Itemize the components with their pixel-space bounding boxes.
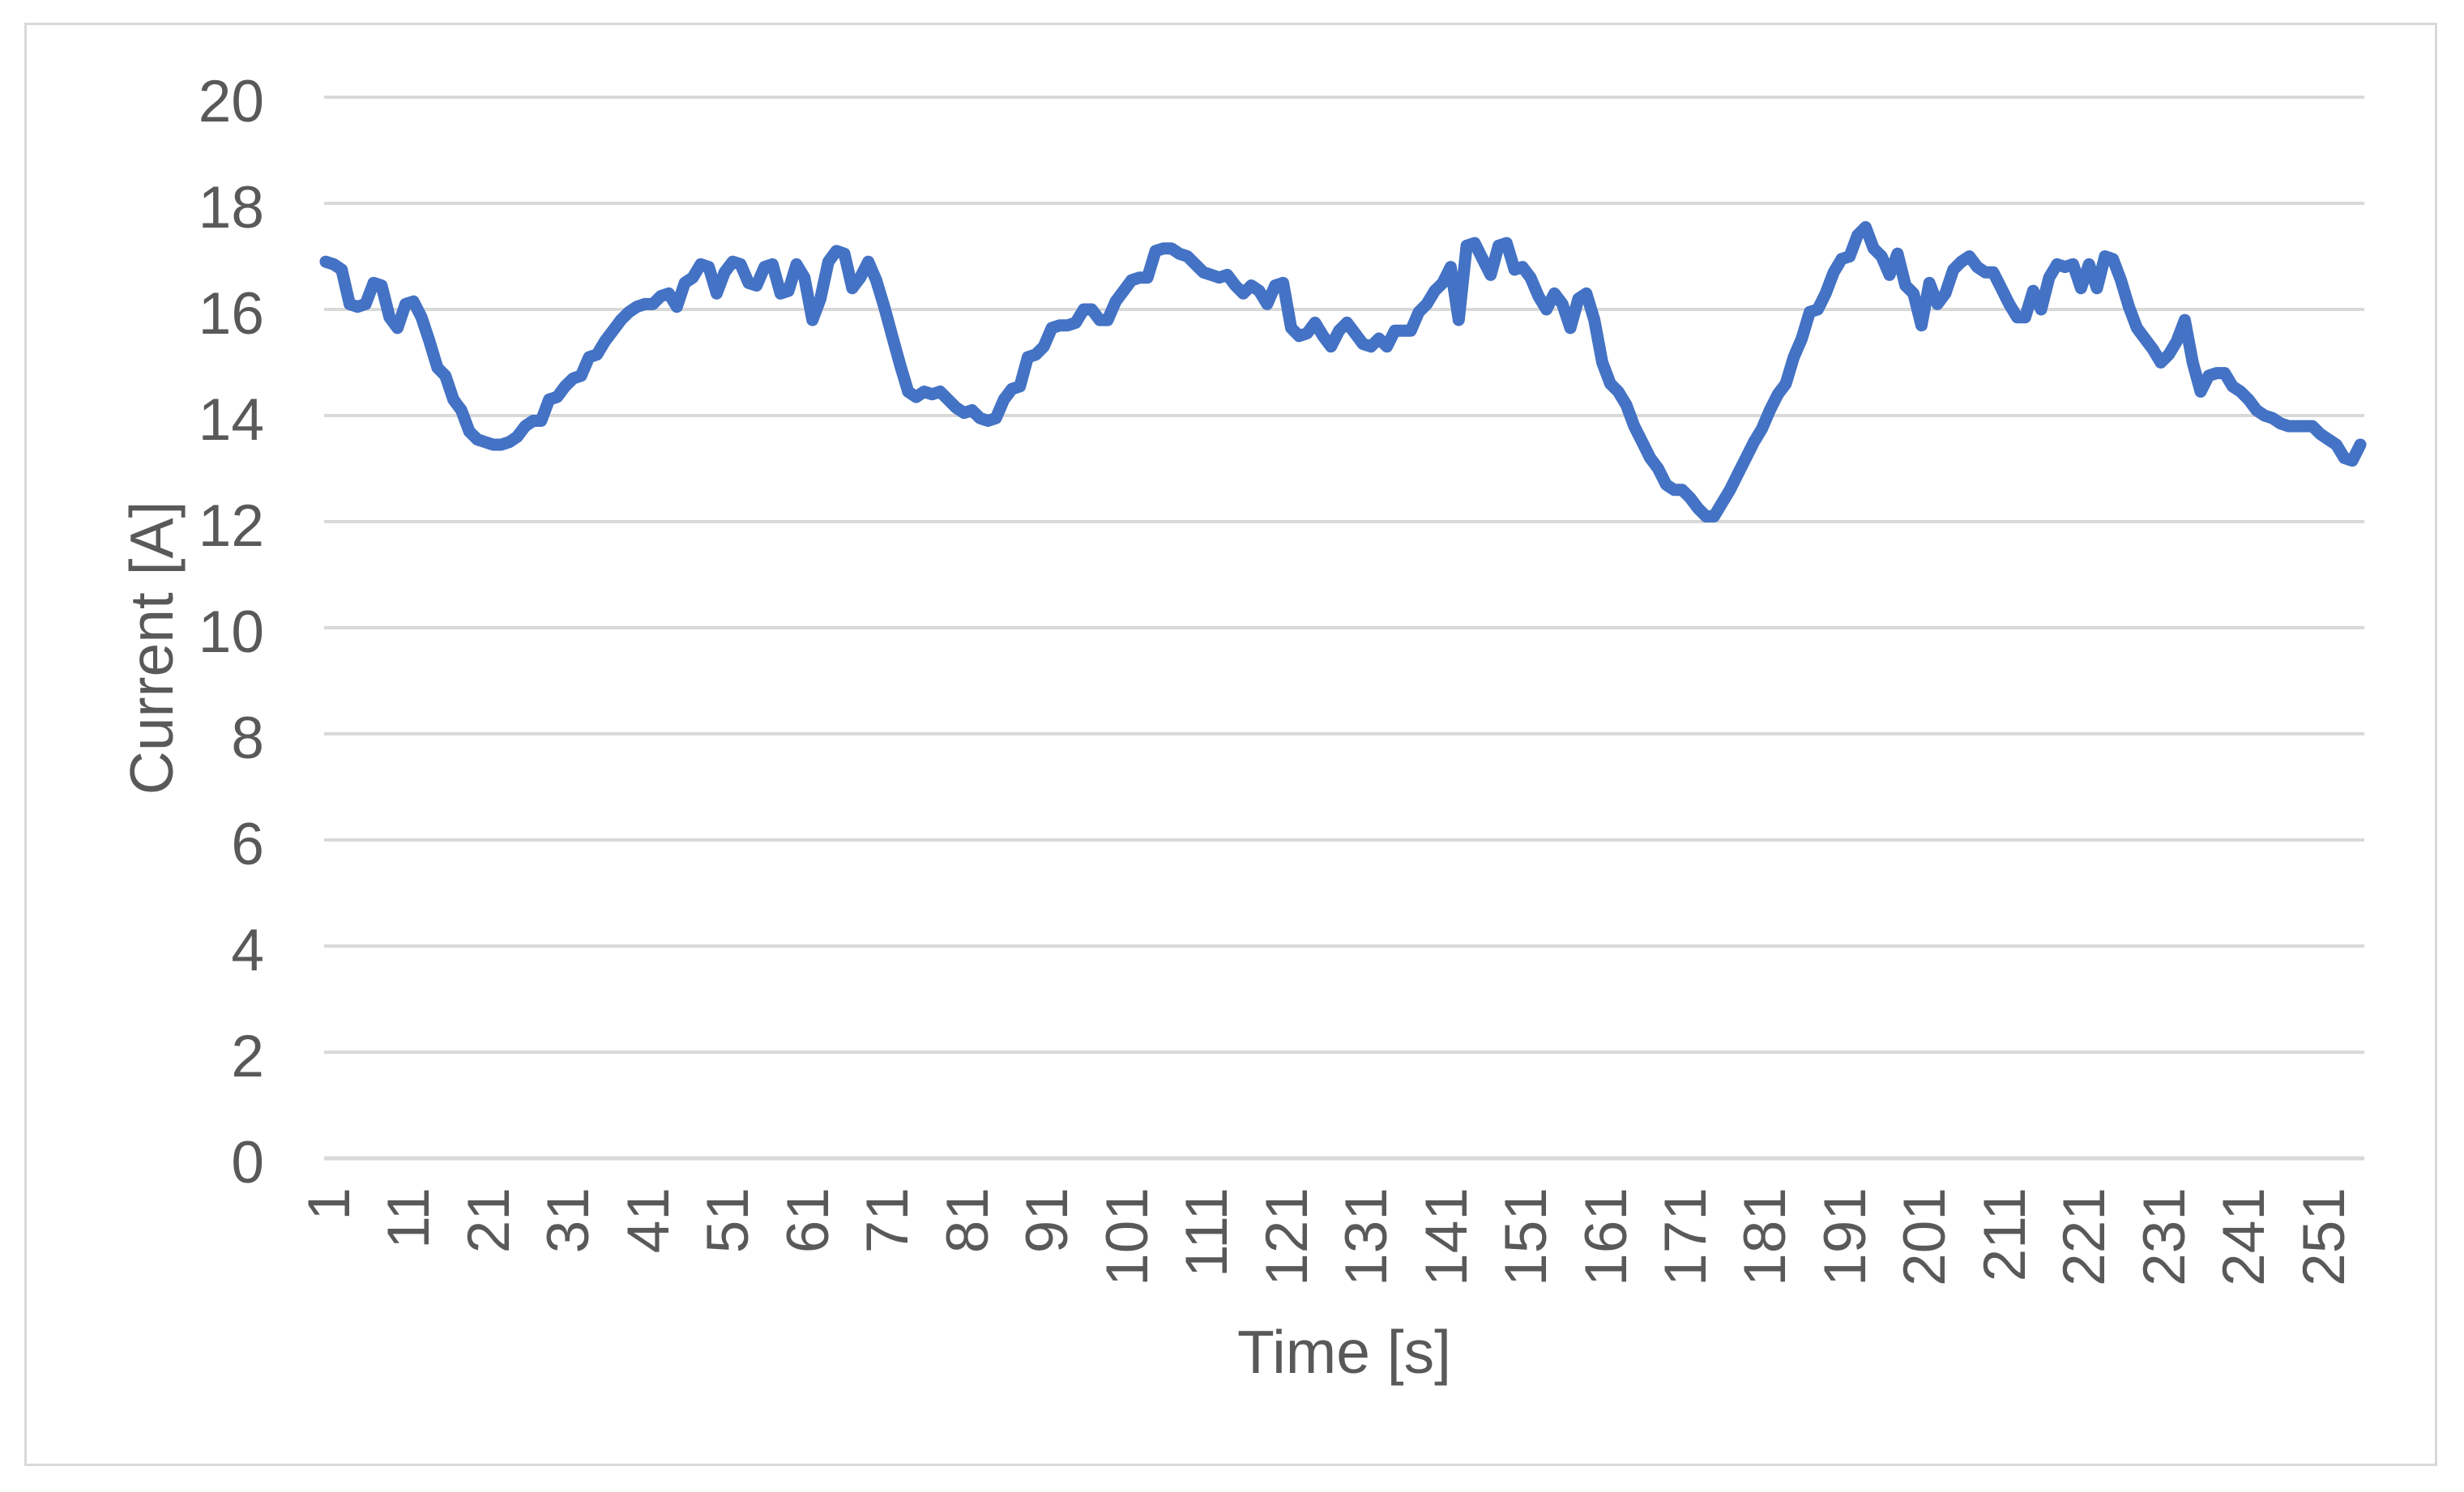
x-tick-label: 201: [1892, 1187, 1958, 1286]
y-tick-label: 16: [198, 280, 264, 347]
series-line: [319, 221, 2367, 522]
x-tick-label: 161: [1573, 1187, 1639, 1286]
x-tick-label: 51: [695, 1187, 762, 1254]
y-tick-label: 2: [231, 1023, 264, 1089]
x-tick-label: 101: [1094, 1187, 1160, 1286]
x-tick-label: 191: [1812, 1187, 1878, 1286]
y-tick-label: 6: [231, 811, 264, 877]
x-tick-label: 91: [1014, 1187, 1081, 1254]
x-tick-label: 31: [536, 1187, 602, 1254]
x-tick-label: 221: [2052, 1187, 2118, 1286]
chart-border: [24, 23, 2437, 1466]
x-tick-label: 1: [297, 1187, 362, 1221]
y-tick-label: 20: [198, 68, 264, 134]
x-tick-label: 211: [1971, 1187, 2038, 1282]
y-tick-label: 14: [198, 386, 264, 453]
x-tick-label: 141: [1413, 1187, 1480, 1286]
x-tick-label: 251: [2291, 1187, 2357, 1286]
y-axis-title-text: Current [A]: [117, 501, 186, 795]
x-tick-label: 121: [1253, 1187, 1320, 1286]
y-tick-label: 8: [231, 705, 264, 771]
x-tick-label: 81: [934, 1187, 1001, 1254]
y-tick-label: 18: [198, 174, 264, 241]
y-tick-label: 0: [231, 1129, 264, 1196]
y-tick-label: 10: [198, 599, 264, 665]
x-axis-title: Time [s]: [1237, 1318, 1451, 1386]
x-tick-label: 171: [1652, 1187, 1719, 1286]
x-tick-label: 131: [1334, 1187, 1400, 1286]
x-tick-label: 41: [615, 1187, 681, 1254]
x-tick-label: 181: [1732, 1187, 1799, 1286]
y-tick-label: 12: [198, 492, 264, 559]
x-tick-label: 231: [2131, 1187, 2197, 1286]
y-tick-label: 4: [231, 917, 264, 983]
x-tick-label: 21: [455, 1187, 522, 1254]
x-tick-label: 241: [2211, 1187, 2278, 1286]
x-tick-label: 71: [855, 1187, 921, 1254]
x-tick-label: 111: [1174, 1187, 1241, 1277]
x-tick-label: 11: [376, 1187, 442, 1249]
x-tick-label: 151: [1493, 1187, 1560, 1286]
x-tick-label: 61: [775, 1187, 841, 1254]
